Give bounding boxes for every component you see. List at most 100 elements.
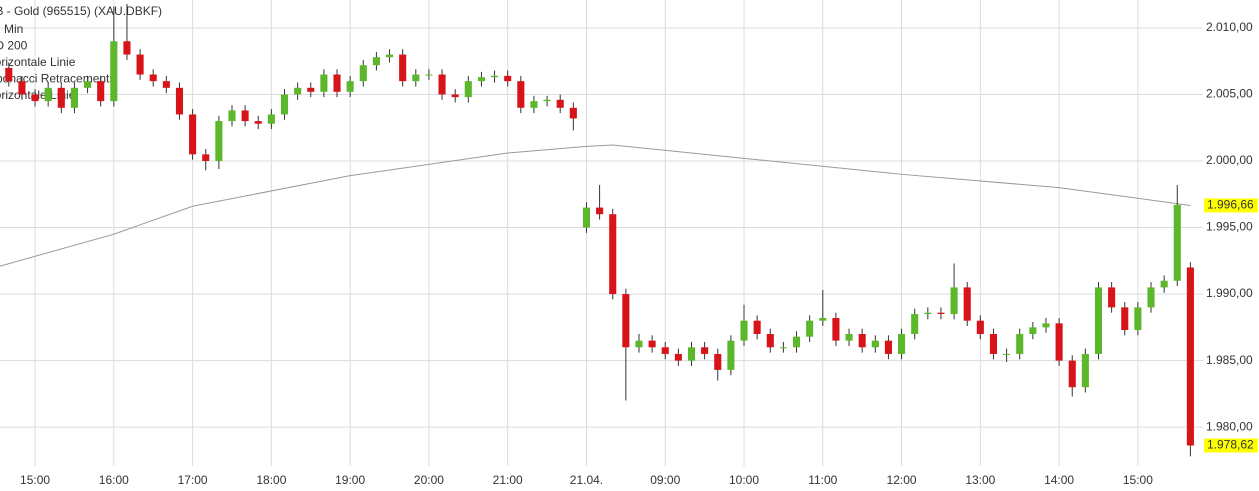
price-label-box	[1204, 438, 1258, 453]
x-tick-label: 17:00	[178, 473, 208, 487]
x-tick-label: 15:00	[1123, 473, 1153, 487]
plot	[0, 3, 1194, 457]
candle-body	[701, 347, 709, 354]
moving-average-line	[0, 144, 1191, 267]
candle-body	[517, 81, 525, 108]
candle-body	[582, 207, 591, 228]
candle-body	[845, 333, 853, 341]
candle-body	[385, 54, 394, 58]
candle-body	[792, 336, 801, 348]
y-tick-label: 1.980,00	[1206, 419, 1253, 433]
candle-body	[320, 74, 328, 92]
candle-body	[596, 207, 604, 215]
candle-body	[819, 318, 827, 321]
candle-body	[202, 154, 210, 162]
candle-body	[543, 99, 551, 102]
candle-body	[267, 114, 275, 124]
candle-body	[149, 74, 157, 82]
candle-body	[674, 353, 682, 361]
candle-body	[727, 340, 735, 370]
candle-body	[911, 314, 919, 334]
candle-body	[1029, 327, 1037, 334]
candle-body	[687, 347, 696, 361]
x-tick-label: 19:00	[335, 473, 365, 487]
candle-body	[504, 75, 512, 82]
candle-body	[622, 294, 630, 348]
y-tick-label: 2.000,00	[1206, 153, 1253, 167]
x-tick-label: 14:00	[1044, 473, 1074, 487]
candle-body	[740, 320, 748, 341]
candle-body	[569, 107, 577, 119]
axes: 1.980,00 1.985,00 1.990,00 1.995,00 2.000,00…	[20, 20, 1258, 487]
candle-body	[753, 320, 761, 334]
candle-body	[136, 54, 144, 75]
candle-body	[556, 99, 564, 108]
candle-body	[989, 333, 998, 354]
x-tick-label: 13:00	[965, 473, 995, 487]
candle-body	[1068, 360, 1076, 388]
candle-body	[254, 121, 262, 124]
x-tick-label: 21:00	[493, 473, 523, 487]
candle-body	[189, 114, 197, 155]
candle-body	[766, 333, 774, 348]
annotation: Min	[4, 22, 23, 36]
annotation: GD 200	[0, 39, 28, 53]
candle-body	[871, 340, 879, 348]
candle-body	[1121, 307, 1129, 330]
candle-body	[162, 81, 170, 88]
y-tick-label: 2.005,00	[1206, 87, 1253, 101]
candle-body	[44, 87, 52, 102]
candle-body	[648, 340, 656, 348]
price-label: 1.978,62	[1207, 438, 1254, 452]
x-tick-label: 20:00	[414, 473, 444, 487]
candle-body	[359, 65, 367, 82]
candle-body	[1173, 204, 1181, 281]
candle-body	[806, 320, 814, 337]
y-tick-label: 1.985,00	[1206, 353, 1253, 367]
candle-body	[1081, 353, 1089, 388]
candle-body	[924, 312, 932, 315]
candle-body	[661, 347, 669, 354]
x-tick-label: 15:00	[20, 473, 50, 487]
candle-body	[412, 74, 420, 82]
annotation: Horizontale Linie	[0, 55, 76, 69]
candle-body	[1134, 307, 1142, 330]
candle-body	[1055, 323, 1063, 361]
y-tick-label: 2.010,00	[1206, 20, 1253, 34]
candle-body	[57, 87, 65, 108]
candle-body	[241, 110, 249, 122]
candle-body	[477, 77, 485, 82]
candle-body	[609, 214, 617, 295]
candle-body	[31, 94, 39, 102]
candle-body	[884, 340, 892, 354]
candle-body	[635, 340, 643, 348]
candle-body	[307, 87, 315, 92]
x-tick-label: 09:00	[650, 473, 680, 487]
candle-body	[1003, 353, 1011, 355]
candle-body	[937, 312, 945, 315]
candle-body	[1186, 267, 1194, 446]
candle-body	[976, 320, 984, 334]
x-tick-label: 11:00	[808, 473, 837, 487]
candle-body	[1042, 323, 1050, 328]
candle-body	[123, 41, 131, 55]
y-tick-label: 1.990,00	[1206, 286, 1253, 300]
candle-body	[858, 333, 866, 348]
price-label: 1.996,66	[1207, 198, 1254, 212]
candle-body	[70, 87, 78, 108]
candle-body	[294, 87, 302, 95]
candle-body	[333, 74, 341, 92]
y-tick-label: 1.995,00	[1206, 220, 1253, 234]
candle-body	[1160, 280, 1168, 288]
candle-body	[491, 75, 499, 78]
candle-body	[779, 347, 787, 349]
candle-body	[228, 110, 236, 122]
candle-body	[399, 54, 407, 82]
candle-body	[451, 94, 459, 98]
candle-body	[175, 87, 184, 115]
x-tick-label: 21.04.	[570, 473, 603, 487]
candle-body	[1147, 287, 1155, 308]
candle-body	[530, 101, 538, 108]
